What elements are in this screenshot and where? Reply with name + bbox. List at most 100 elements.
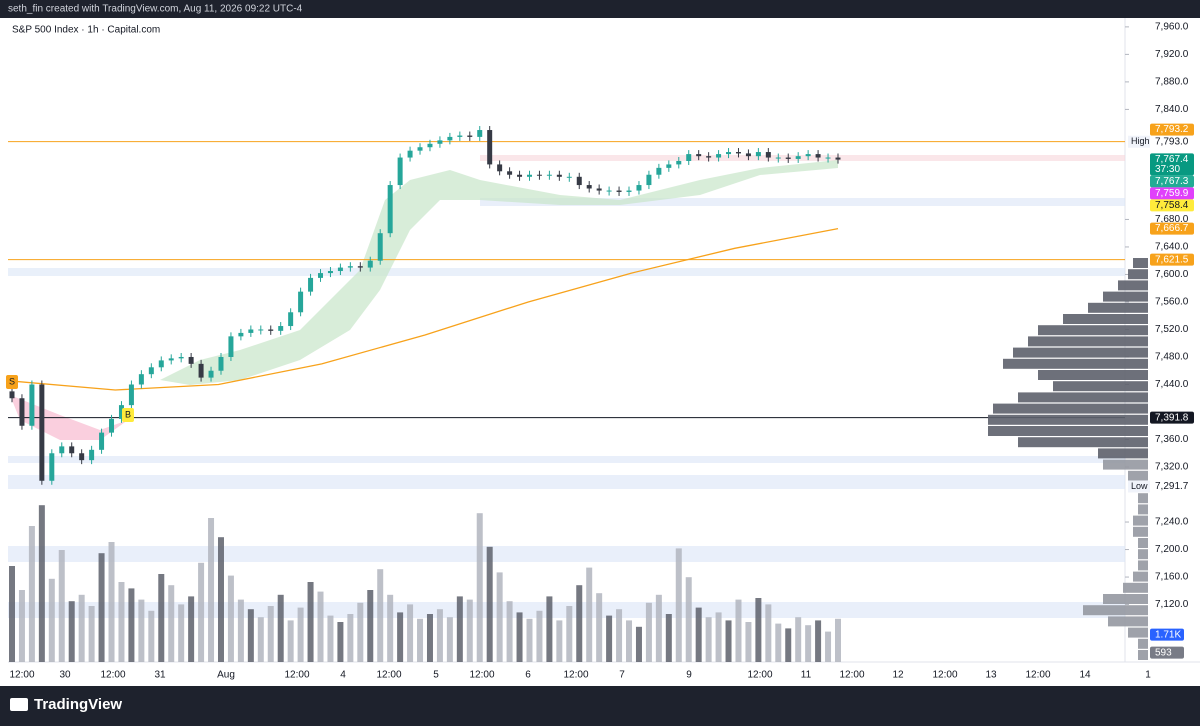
candle xyxy=(646,174,652,186)
volume-bar xyxy=(208,518,215,662)
time-tick-label: 12:00 xyxy=(9,670,34,681)
time-tick-label: 31 xyxy=(154,670,166,681)
volume-bar xyxy=(675,548,682,662)
credit-bar xyxy=(0,0,1200,18)
volume-bar xyxy=(68,601,75,662)
volume-bar xyxy=(665,614,672,662)
moving-average xyxy=(11,227,839,391)
volume-profile-bar xyxy=(1103,459,1148,470)
candle xyxy=(238,332,244,337)
candle xyxy=(825,157,831,159)
candle xyxy=(278,326,284,331)
candle xyxy=(198,363,204,378)
candle xyxy=(337,267,343,272)
time-tick-label: 4 xyxy=(340,670,346,681)
volume-bar xyxy=(38,505,45,662)
candle xyxy=(487,130,493,165)
volume-profile-bar xyxy=(1128,470,1148,481)
volume-bar xyxy=(78,594,85,662)
price-tag xyxy=(1150,135,1194,148)
candle xyxy=(666,164,672,168)
volume-bar xyxy=(387,594,394,662)
candle xyxy=(138,374,144,385)
volume-bar xyxy=(327,615,334,662)
time-tick-label: 7 xyxy=(619,670,625,681)
candle xyxy=(556,174,562,177)
volume-bar xyxy=(138,599,145,662)
volume-profile-bar xyxy=(1063,314,1148,324)
candle xyxy=(686,154,692,161)
candle xyxy=(497,164,503,172)
price-tick-label: 7,920.0 xyxy=(1155,49,1189,60)
volume-bar xyxy=(417,618,424,662)
price-tick-label: 7,240.0 xyxy=(1155,517,1189,528)
price-tick-label: 7,480.0 xyxy=(1155,352,1189,363)
candle xyxy=(795,156,801,159)
volume-bar xyxy=(317,591,324,662)
volume-bar xyxy=(297,607,304,662)
candle xyxy=(576,176,582,186)
candle xyxy=(308,277,314,292)
time-tick-label: 30 xyxy=(59,670,71,681)
volume-bar xyxy=(436,609,443,662)
candle xyxy=(467,135,473,137)
volume-profile-bar xyxy=(1028,336,1148,347)
volume-bar xyxy=(98,553,105,662)
candle xyxy=(427,143,433,148)
volume-bar xyxy=(705,617,712,662)
candle xyxy=(208,370,214,378)
volume-bar xyxy=(566,606,573,662)
volume-bar xyxy=(237,599,244,662)
volume-bar xyxy=(88,606,95,662)
side-label: Low xyxy=(1131,481,1148,491)
logo: TradingView xyxy=(34,696,122,713)
time-tick-label: 12:00 xyxy=(932,670,957,681)
symbol: S&P 500 Index · 1h · Capital.com xyxy=(12,25,160,36)
volume-bar xyxy=(227,575,234,662)
side-badge xyxy=(1128,135,1150,148)
volume-bar xyxy=(367,590,374,662)
volume-profile-bar xyxy=(1138,538,1148,548)
volume-profile-bar xyxy=(1133,515,1148,526)
candle xyxy=(109,418,115,433)
price-tick-label: 7,640.0 xyxy=(1155,242,1189,253)
countdown: 37:30 xyxy=(1155,164,1180,175)
candle xyxy=(536,174,542,176)
candle xyxy=(397,157,403,186)
bands xyxy=(8,155,1125,618)
price-tick-label: 7,360.0 xyxy=(1155,434,1189,445)
candle xyxy=(735,152,741,154)
price-tag-label: 7,621.5 xyxy=(1155,254,1189,265)
volume-profile-bar xyxy=(1088,302,1148,313)
volume-bar xyxy=(217,537,224,662)
volume-bar xyxy=(108,542,115,662)
volume-profile-bar xyxy=(1038,370,1148,380)
volume-bar xyxy=(755,598,762,662)
volume-bar xyxy=(655,594,662,662)
candle xyxy=(447,136,453,141)
volume-bar xyxy=(18,590,25,662)
candle xyxy=(248,329,254,333)
volume-bar xyxy=(48,578,55,662)
candle xyxy=(148,367,154,375)
time-tick-label: 12:00 xyxy=(284,670,309,681)
volume-bar xyxy=(586,567,593,662)
candle xyxy=(765,152,771,158)
volume-bar xyxy=(247,609,254,662)
volume-bar xyxy=(556,620,563,662)
price-tag-label: 7,793.2 xyxy=(1155,124,1189,135)
candle xyxy=(835,157,841,160)
candle xyxy=(726,152,732,155)
volume-bar xyxy=(426,614,433,662)
price-tag xyxy=(1150,123,1194,136)
signal-badge xyxy=(122,408,134,422)
volume-bar xyxy=(785,628,792,662)
volume-tag xyxy=(1150,646,1184,659)
price-tick-label: 7,880.0 xyxy=(1155,77,1189,88)
candle xyxy=(367,260,373,268)
candle xyxy=(79,453,85,461)
volume-bar xyxy=(307,582,314,662)
volume-bar xyxy=(745,622,752,662)
candle xyxy=(676,160,682,165)
volume-bar xyxy=(337,622,344,662)
